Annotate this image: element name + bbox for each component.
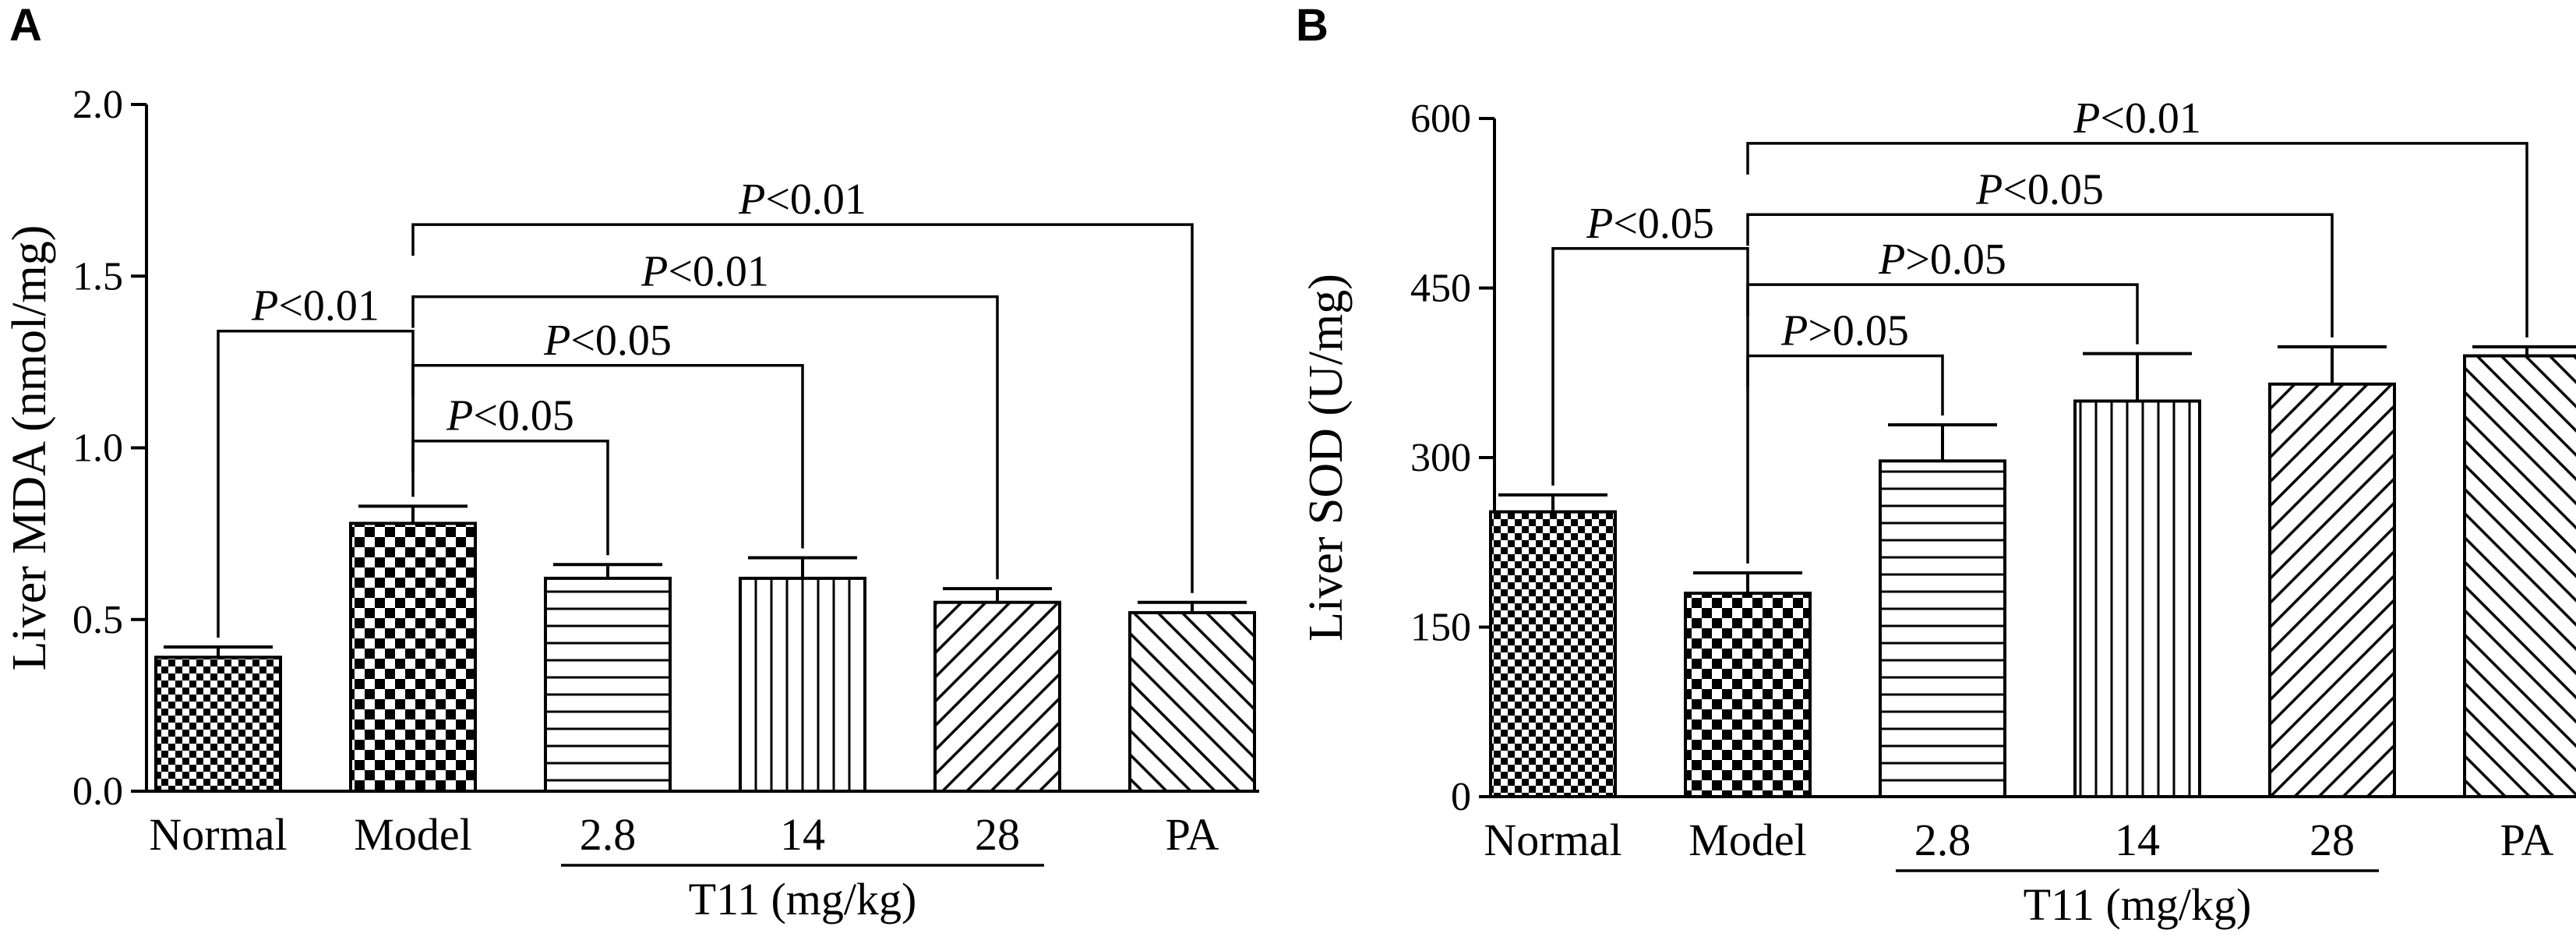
x-category-label: Normal xyxy=(1484,815,1621,865)
x-category-label: 2.8 xyxy=(1914,815,1971,865)
bar-28 xyxy=(2268,382,2396,798)
y-tick-label: 0.5 xyxy=(72,598,123,642)
significance-bracket xyxy=(1746,213,2334,338)
x-category-label: Model xyxy=(354,809,471,860)
y-tick-label: 450 xyxy=(1410,267,1471,311)
bar-model xyxy=(1684,592,1812,798)
significance-bracket xyxy=(1746,142,2528,338)
bar-2-8 xyxy=(544,576,672,793)
significance-bracket xyxy=(411,295,999,580)
bar-28 xyxy=(933,600,1061,793)
y-tick-label: 2.0 xyxy=(72,83,123,127)
panel-a: A Liver MDA (nmol/mg) 0.0 0.5 1.0 1.5 2.0 Norma… xyxy=(3,0,1259,924)
significance-label: P>0.05 xyxy=(1878,235,2006,284)
panel-label: A xyxy=(9,0,42,51)
y-tick-label: 1.5 xyxy=(72,254,123,299)
bar-normal xyxy=(154,656,282,794)
x-category-label: Normal xyxy=(149,809,287,860)
significance-label: P<0.05 xyxy=(446,392,574,440)
panel-label: B xyxy=(1296,0,1329,51)
significance-bracket xyxy=(411,364,804,549)
significance-bracket xyxy=(1551,247,1749,564)
bar-2-8 xyxy=(1879,459,2006,798)
y-axis-label: Liver MDA (nmol/mg) xyxy=(3,225,56,671)
x-category-label: PA xyxy=(1166,809,1219,860)
x-category-label: Model xyxy=(1689,815,1806,865)
significance-bracket xyxy=(1746,354,1944,415)
y-tick-label: 0.0 xyxy=(72,769,123,814)
significance-label: P<0.05 xyxy=(1586,200,1714,248)
significance-label: P<0.01 xyxy=(640,248,769,296)
bar-normal xyxy=(1489,510,1617,798)
bar-model xyxy=(349,521,477,793)
x-category-label: 2.8 xyxy=(580,809,637,860)
y-tick-label: 150 xyxy=(1410,606,1471,650)
bar-pa xyxy=(2463,354,2576,798)
x-category-label: PA xyxy=(2500,815,2554,865)
bar-14 xyxy=(739,576,866,793)
group-label: T11 (mg/kg) xyxy=(689,874,917,924)
x-category-label: 14 xyxy=(2115,815,2160,865)
y-tick-label: 1.0 xyxy=(72,426,123,471)
significance-bracket xyxy=(411,439,609,556)
bar-14 xyxy=(2073,399,2201,798)
y-tick-label: 0 xyxy=(1451,775,1471,819)
significance-bracket xyxy=(217,329,415,638)
y-tick-label: 300 xyxy=(1410,436,1471,480)
significance-label: P<0.05 xyxy=(1975,165,2104,214)
significance-label: P<0.01 xyxy=(738,175,866,224)
significance-label: P<0.05 xyxy=(543,316,672,365)
group-label: T11 (mg/kg) xyxy=(2024,879,2252,930)
significance-bracket xyxy=(411,223,1194,593)
significance-label: P>0.05 xyxy=(1780,307,1909,355)
y-axis-label: Liver SOD (U/mg) xyxy=(1300,274,1353,642)
panel-b: B Liver SOD (U/mg) 0 150 300 450 600 Normal Mode… xyxy=(1296,0,2576,930)
significance-bracket xyxy=(1746,283,2139,345)
y-tick-label: 600 xyxy=(1410,97,1471,141)
bar-pa xyxy=(1128,610,1256,793)
x-category-label: 28 xyxy=(975,809,1020,860)
significance-label: P<0.01 xyxy=(2073,94,2201,143)
x-category-label: 14 xyxy=(780,809,825,860)
significance-label: P<0.01 xyxy=(251,282,379,331)
x-category-label: 28 xyxy=(2310,815,2355,865)
